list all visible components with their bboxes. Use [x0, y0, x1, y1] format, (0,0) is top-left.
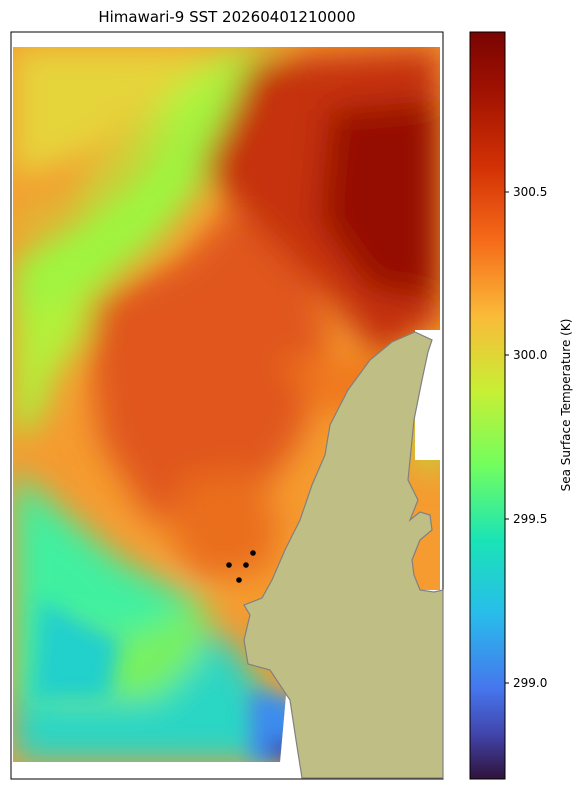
colorbar-label: Sea Surface Temperature (K): [559, 318, 573, 492]
land-mass: [243, 331, 444, 779]
colorbar-tick-label: 299.0: [513, 676, 547, 690]
observation-points: [226, 550, 256, 583]
colorbar-tick-label: 300.0: [513, 348, 547, 362]
observation-point: [250, 550, 256, 556]
map-title: Himawari-9 SST 20260401210000: [98, 8, 356, 26]
observation-point: [243, 562, 249, 568]
observation-point: [226, 562, 232, 568]
observation-point: [236, 577, 242, 583]
colorbar-ticks: 299.0 299.5 300.0 300.5: [505, 185, 547, 690]
colorbar: [469, 31, 506, 780]
colorbar-tick-label: 300.5: [513, 185, 547, 199]
colorbar-tick-label: 299.5: [513, 512, 547, 526]
